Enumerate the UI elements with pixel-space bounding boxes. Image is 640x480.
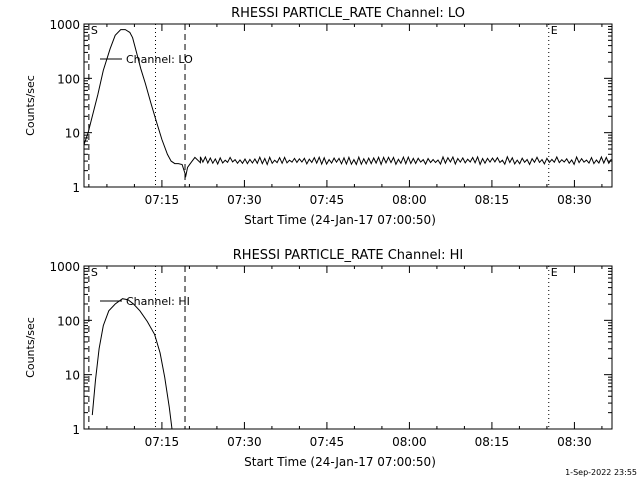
series-line — [91, 298, 173, 429]
chart-title: RHESSI PARTICLE_RATE Channel: LO — [231, 6, 465, 21]
y-tick-label: 10 — [65, 127, 80, 141]
x-tick-label: 07:15 — [145, 435, 180, 449]
y-tick-label: 1000 — [49, 260, 80, 274]
marker-label: E — [551, 266, 558, 279]
x-tick-label: 07:30 — [227, 435, 262, 449]
y-axis-label: Counts/sec — [24, 75, 37, 136]
marker-label: E — [551, 24, 558, 37]
footer-stamp: 1-Sep-2022 23:55 — [565, 468, 637, 477]
panel-lo: RHESSI PARTICLE_RATE Channel: LO Start Ti… — [24, 6, 613, 227]
legend-label: Channel: HI — [126, 295, 190, 308]
x-tick-label: 08:00 — [392, 193, 427, 207]
legend-label: Channel: LO — [126, 53, 193, 66]
x-tick-label: 08:30 — [557, 193, 592, 207]
x-axis-label: Start Time (24-Jan-17 07:00:50) — [244, 213, 436, 227]
x-tick-label: 07:45 — [310, 193, 345, 207]
chart-title: RHESSI PARTICLE_RATE Channel: HI — [233, 248, 463, 263]
x-tick-label: 08:00 — [392, 435, 427, 449]
marker-label: S — [91, 24, 98, 37]
x-axis-label: Start Time (24-Jan-17 07:00:50) — [244, 455, 436, 469]
y-tick-label: 10 — [65, 369, 80, 383]
x-tick-label: 07:30 — [227, 193, 262, 207]
plot-frame — [83, 23, 613, 188]
series-line — [84, 29, 612, 178]
x-tick-label: 08:15 — [475, 193, 510, 207]
panel-hi: RHESSI PARTICLE_RATE Channel: HI Start Ti… — [24, 248, 613, 469]
marker-label: S — [91, 266, 98, 279]
x-tick-label: 08:30 — [557, 435, 592, 449]
x-tick-label: 07:45 — [310, 435, 345, 449]
y-tick-label: 1000 — [49, 18, 80, 32]
y-tick-label: 100 — [57, 72, 80, 86]
y-tick-label: 1 — [72, 423, 80, 437]
x-tick-label: 07:15 — [145, 193, 180, 207]
x-tick-label: 08:15 — [475, 435, 510, 449]
plot-frame — [83, 265, 613, 430]
y-axis-label: Counts/sec — [24, 317, 37, 378]
y-tick-label: 1 — [72, 181, 80, 195]
y-tick-label: 100 — [57, 314, 80, 328]
